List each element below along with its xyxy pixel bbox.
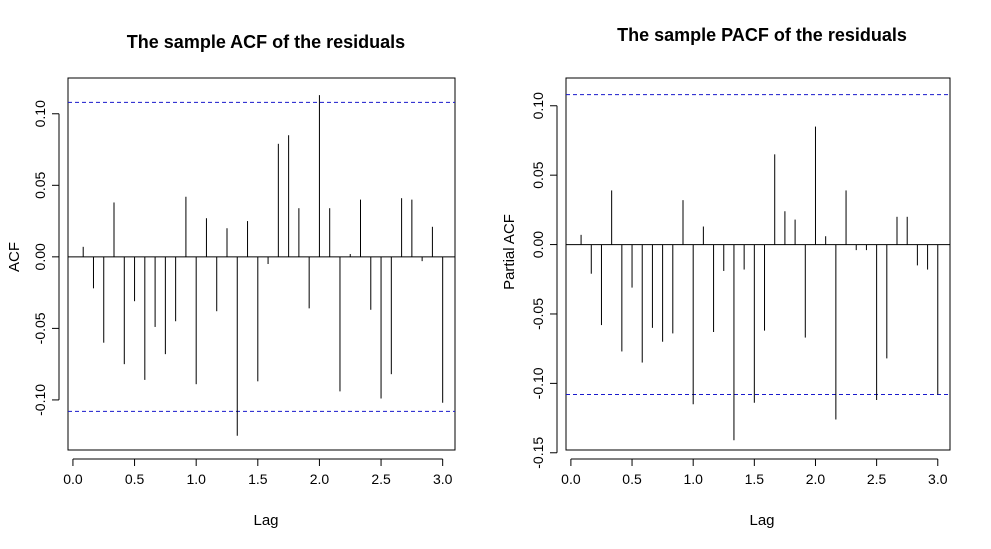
pacf-y-axis-label: Partial ACF — [501, 214, 518, 290]
pacf-y-tick-label: -0.05 — [530, 298, 546, 330]
acf-x-tick-label: 1.0 — [186, 471, 206, 487]
pacf-bars — [566, 94, 950, 441]
pacf-x-tick-label: 0.0 — [561, 471, 581, 487]
pacf-y-tick-label: -0.10 — [530, 367, 546, 399]
pacf-panel: The sample PACF of the residuals Lag Par… — [501, 25, 951, 529]
acf-plot-frame — [67, 77, 456, 451]
acf-chart-title: The sample ACF of the residuals — [127, 32, 405, 52]
acf-y-tick-label: 0.00 — [32, 243, 48, 270]
acf-bars — [68, 95, 455, 436]
acf-y-tick-label: 0.05 — [32, 171, 48, 198]
pacf-y-tick-label: 0.10 — [530, 92, 546, 119]
pacf-x-tick-label: 1.5 — [745, 471, 765, 487]
pacf-plot-frame — [565, 77, 951, 451]
acf-x-tick-label: 0.0 — [63, 471, 83, 487]
acf-x-axis-label: Lag — [253, 512, 278, 529]
acf-x-tick-label: 2.0 — [310, 471, 330, 487]
pacf-y-tick-label: 0.05 — [530, 161, 546, 188]
pacf-x-tick-label: 2.5 — [867, 471, 887, 487]
pacf-x-tick-label: 1.0 — [683, 471, 703, 487]
pacf-x-axis: 0.0 0.5 1.0 1.5 2.0 2.5 3.0 — [561, 458, 948, 487]
pacf-chart-title: The sample PACF of the residuals — [617, 25, 907, 45]
pacf-x-tick-label: 2.0 — [806, 471, 826, 487]
pacf-x-tick-label: 0.5 — [622, 471, 642, 487]
acf-y-tick-label: 0.10 — [32, 100, 48, 127]
acf-x-tick-label: 2.5 — [371, 471, 391, 487]
acf-x-tick-label: 1.5 — [248, 471, 268, 487]
acf-y-tick-label: -0.10 — [32, 384, 48, 416]
acf-panel: The sample ACF of the residuals Lag ACF … — [6, 32, 456, 529]
pacf-y-tick-label: 0.00 — [530, 231, 546, 258]
pacf-x-tick-label: 3.0 — [928, 471, 948, 487]
acf-y-axis-label: ACF — [6, 242, 23, 272]
acf-x-axis: 0.0 0.5 1.0 1.5 2.0 2.5 3.0 — [63, 458, 453, 487]
acf-y-tick-label: -0.05 — [32, 312, 48, 344]
acf-x-tick-label: 3.0 — [433, 471, 453, 487]
acf-x-tick-label: 0.5 — [125, 471, 145, 487]
pacf-y-tick-label: -0.15 — [530, 437, 546, 469]
pacf-x-axis-label: Lag — [749, 512, 774, 529]
pacf-y-axis: -0.15 -0.10 -0.05 0.00 0.05 0.10 — [530, 92, 558, 469]
acf-y-axis: -0.10 -0.05 0.00 0.05 0.10 — [32, 100, 60, 416]
